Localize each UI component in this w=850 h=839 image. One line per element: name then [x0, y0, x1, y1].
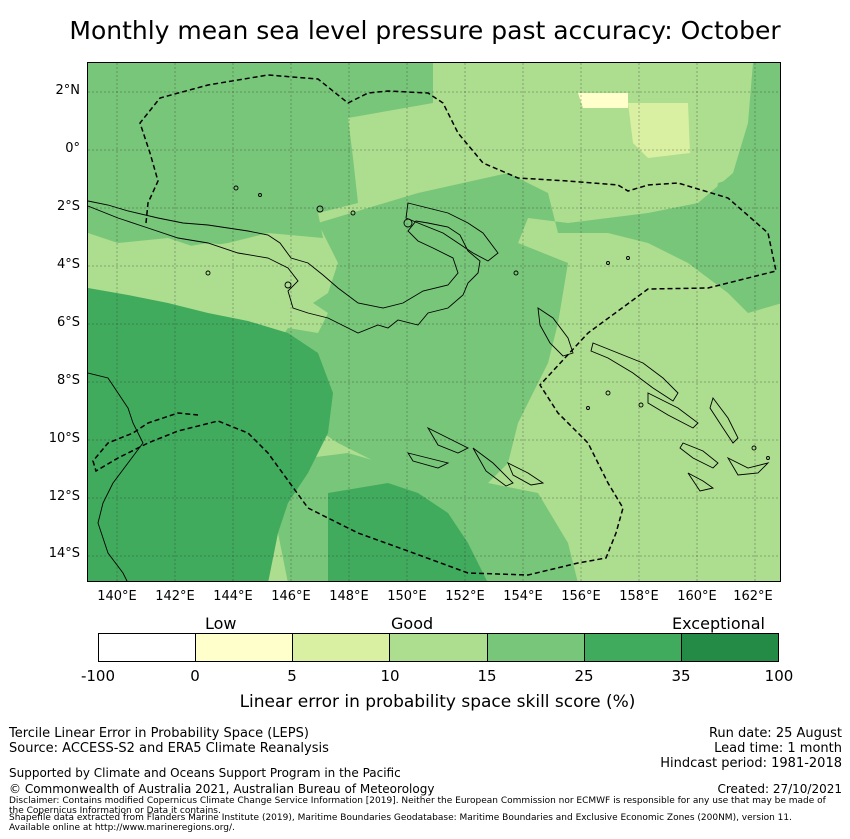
- colorbar-tick: -100: [80, 667, 116, 685]
- footer-hindcast: Hindcast period: 1981-2018: [660, 756, 842, 771]
- footer-disclaimer: Disclaimer: Contains modified Copernicus…: [9, 796, 826, 806]
- lat-label: 12°S: [48, 489, 80, 504]
- colorbar-segment: [680, 634, 778, 661]
- lon-label: 162°E: [733, 589, 773, 604]
- colorbar-tick: 5: [287, 667, 297, 685]
- colorbar-category-label: Good: [391, 614, 434, 633]
- colorbar-segment: [99, 634, 196, 661]
- lat-label: 6°S: [56, 315, 80, 330]
- region-good-east: [708, 163, 780, 303]
- map-gridlines: [88, 63, 780, 581]
- skill-map-svg: [88, 63, 780, 581]
- lat-label: 8°S: [56, 373, 80, 388]
- lat-label: 0°: [65, 141, 80, 156]
- footer-shapefile: Shapefile data extracted from Flanders M…: [9, 813, 792, 823]
- footer-disclaimer-cont: the Copernicus Information or Data it co…: [9, 806, 221, 816]
- lon-label: 146°E: [271, 589, 311, 604]
- lat-label: 14°S: [48, 546, 80, 561]
- coastlines: [88, 185, 770, 581]
- colorbar-tick: 15: [477, 667, 497, 685]
- skill-map: [87, 62, 781, 582]
- lon-label: 152°E: [445, 589, 485, 604]
- colorbar-tick: 100: [764, 667, 794, 685]
- lon-label: 144°E: [213, 589, 253, 604]
- region-good-north: [88, 63, 433, 248]
- region-very-good-south: [328, 483, 487, 581]
- colorbar-category-label: Exceptional: [672, 614, 765, 633]
- colorbar-tick: 10: [380, 667, 400, 685]
- lon-label: 142°E: [155, 589, 195, 604]
- colorbar-segment: [292, 634, 390, 661]
- lon-label: 150°E: [387, 589, 427, 604]
- region-low: [578, 93, 628, 108]
- colorbar-xlabel: Linear error in probability space skill …: [239, 692, 636, 712]
- lon-label: 148°E: [329, 589, 369, 604]
- footer-run-date: Run date: 25 August: [708, 726, 842, 741]
- colorbar-category-label: Low: [205, 614, 237, 633]
- colorbar-segment: [195, 634, 293, 661]
- footer-copyright: © Commonwealth of Australia 2021, Austra…: [9, 782, 435, 796]
- region-good-central: [278, 63, 780, 493]
- colorbar-tick: 0: [190, 667, 200, 685]
- eez-boundary: [92, 74, 777, 576]
- lat-label: 10°S: [48, 431, 80, 446]
- region-fair-west: [88, 243, 328, 333]
- colorbar-tick: 25: [574, 667, 594, 685]
- footer-lead-time: Lead time: 1 month: [714, 741, 842, 756]
- colorbar-segment: [583, 634, 681, 661]
- footer-source: Source: ACCESS-S2 and ERA5 Climate Reana…: [9, 741, 329, 756]
- footer-created: Created: 27/10/2021: [717, 782, 842, 796]
- region-low-fair: [628, 103, 690, 158]
- lon-label: 160°E: [677, 589, 717, 604]
- lon-label: 140°E: [97, 589, 137, 604]
- lon-label: 158°E: [619, 589, 659, 604]
- colorbar-segment: [486, 634, 584, 661]
- lon-label: 156°E: [561, 589, 601, 604]
- colorbar-tick: 35: [671, 667, 691, 685]
- lat-label: 2°S: [56, 199, 80, 214]
- map-title: Monthly mean sea level pressure past acc…: [69, 16, 781, 45]
- footer-method: Tercile Linear Error in Probability Spac…: [9, 726, 309, 741]
- footer-support: Supported by Climate and Oceans Support …: [9, 766, 401, 780]
- colorbar: [98, 633, 779, 662]
- lat-label: 4°S: [56, 257, 80, 272]
- lat-label: 2°N: [55, 83, 81, 98]
- footer-shapefile-url: Available online at http://www.marinereg…: [9, 823, 235, 833]
- colorbar-segment: [389, 634, 487, 661]
- lon-label: 154°E: [503, 589, 543, 604]
- region-very-good-sw: [88, 288, 333, 581]
